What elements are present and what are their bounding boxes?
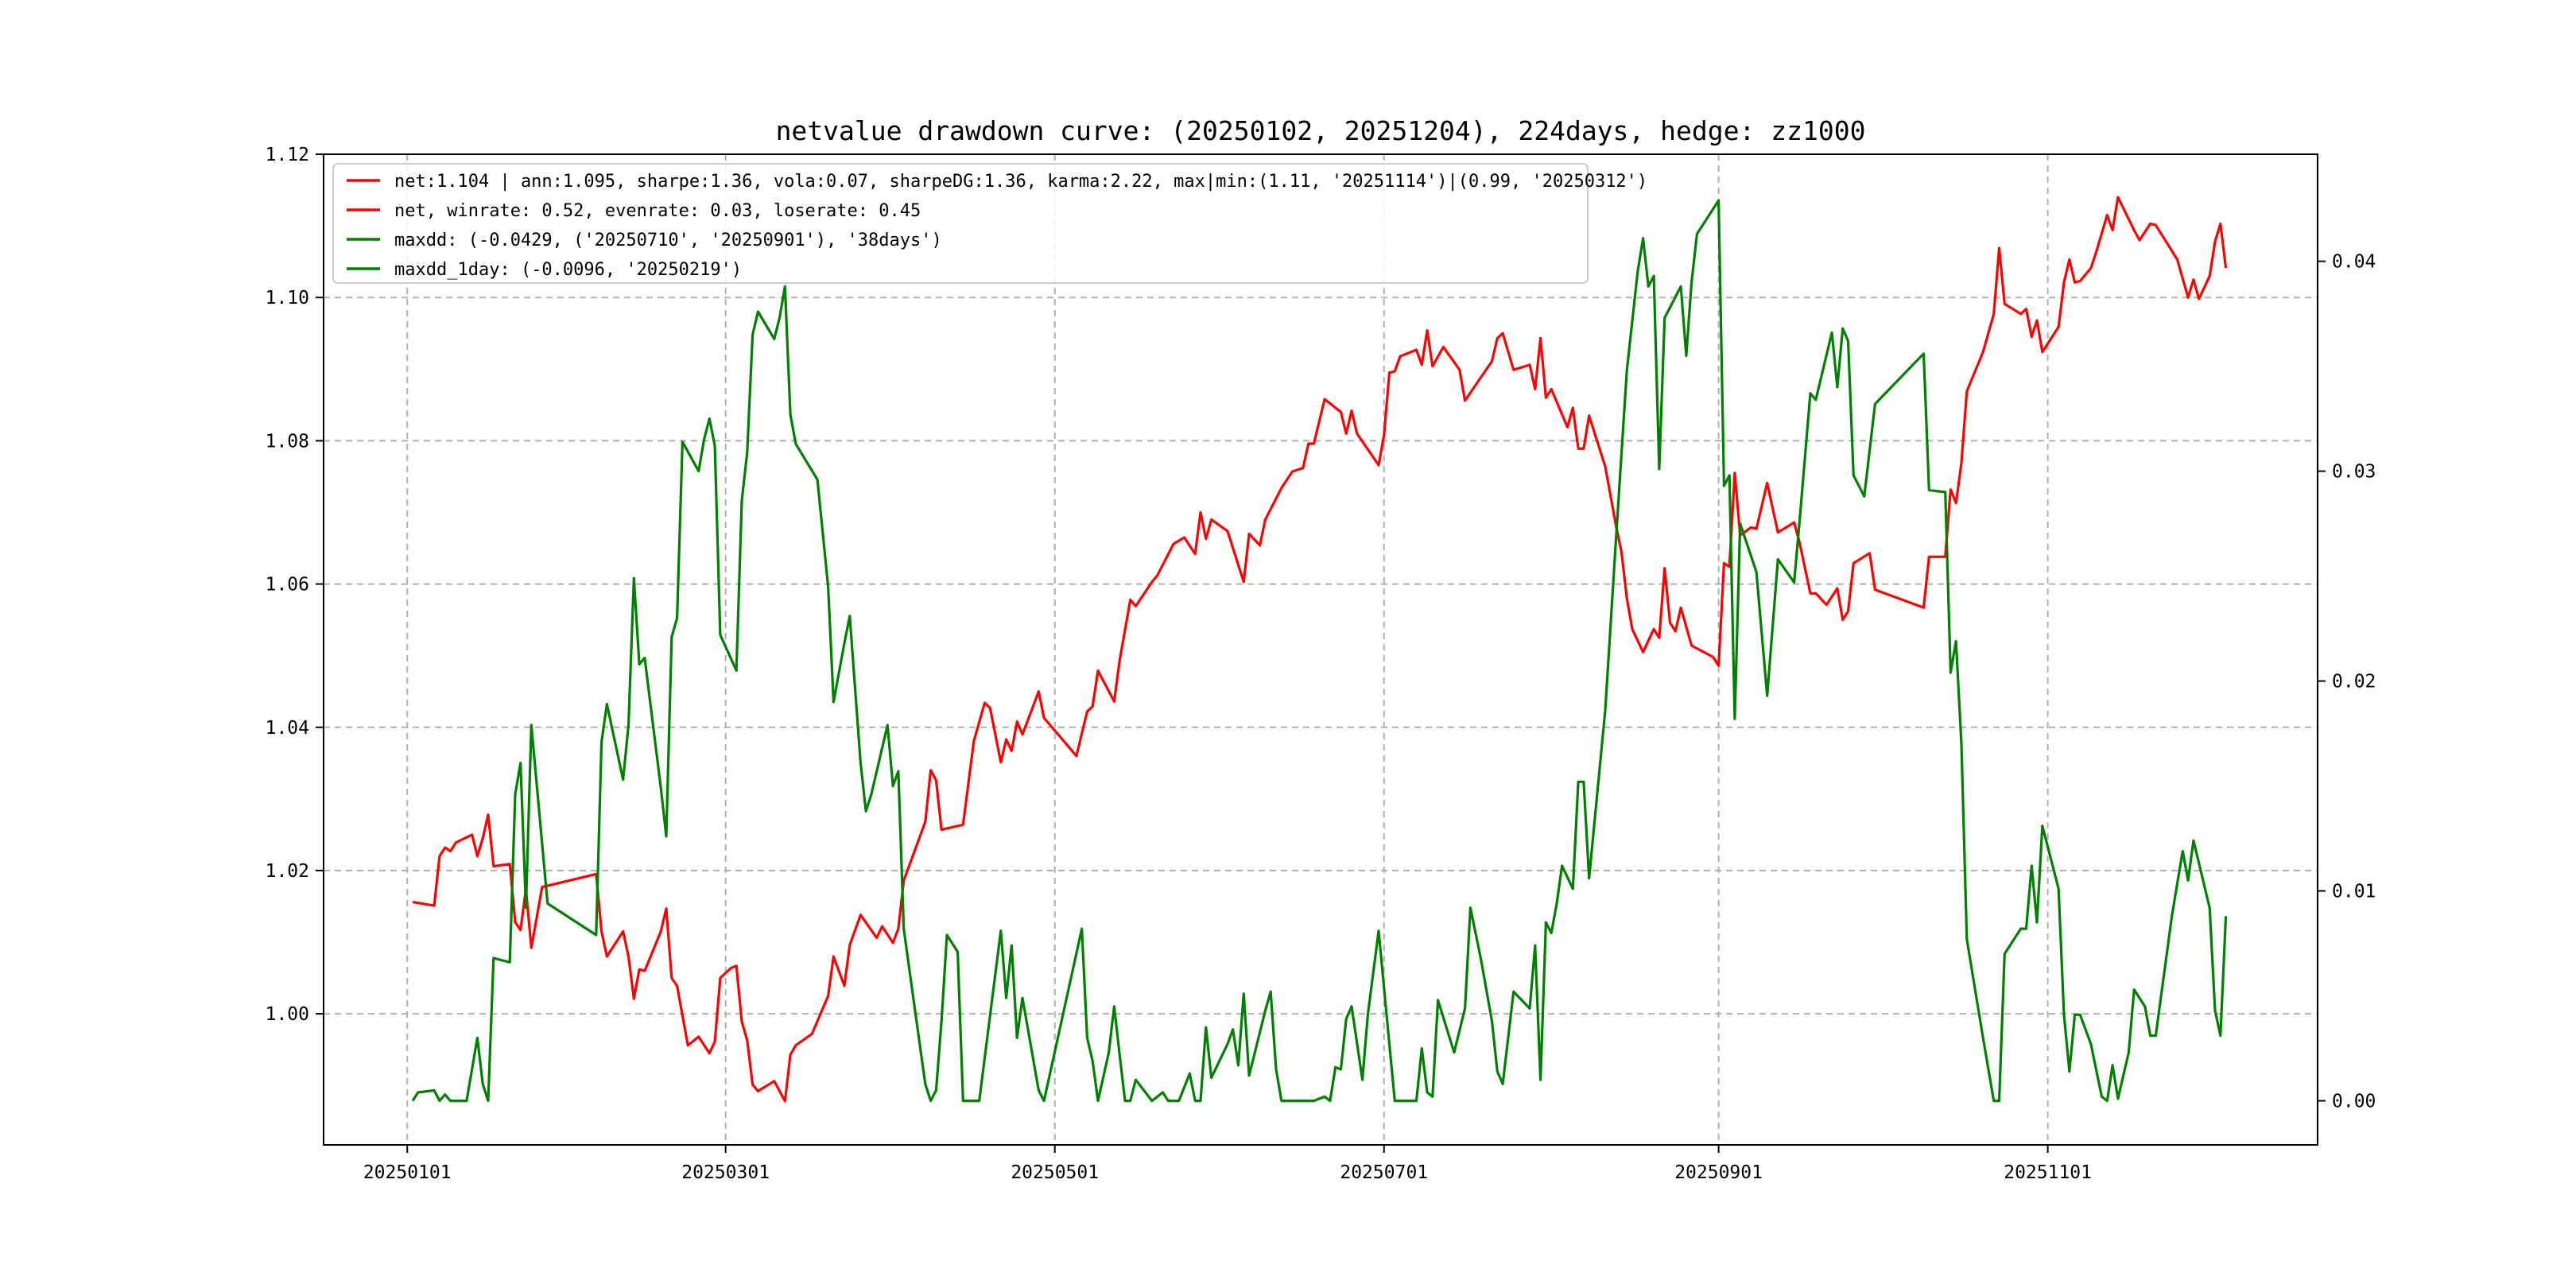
plot-area-frame [323, 153, 2318, 1146]
legend-entry-label: net, winrate: 0.52, evenrate: 0.03, lose… [394, 201, 921, 221]
x-axis: 20250101 20250301 20250501 20250701 20250901… [363, 1145, 2092, 1183]
series-line-maxdd [411, 199, 2228, 1103]
x-tick-label: 20251101 [2004, 1162, 2092, 1183]
legend-entry-label: maxdd_1day: (-0.0096, '20250219') [394, 260, 742, 280]
y-left-tick-label: 1.02 [266, 861, 309, 882]
y-axis-right: 0.00 0.01 0.02 0.03 0.04 [2318, 252, 2376, 1112]
legend: net:1.104 | ann:1.095, sharpe:1.36, vola… [332, 163, 1647, 284]
chart-title: netvalue drawdown curve: (20250102, 2025… [776, 115, 1866, 146]
x-tick-label: 20250901 [1674, 1162, 1763, 1183]
y-left-tick-label: 1.12 [266, 145, 309, 165]
series-lines [411, 196, 2228, 1103]
y-right-tick-label: 0.03 [2332, 462, 2376, 483]
legend-box [332, 163, 1589, 284]
y-right-tick-label: 0.02 [2332, 672, 2376, 692]
y-left-tick-label: 1.10 [266, 288, 309, 308]
x-tick-label: 20250101 [363, 1162, 452, 1183]
y-left-tick-label: 1.08 [266, 431, 309, 452]
y-left-tick-label: 1.04 [266, 718, 309, 739]
y-left-tick-label: 1.06 [266, 575, 309, 596]
x-tick-label: 20250501 [1011, 1162, 1099, 1183]
legend-entry-label: maxdd: (-0.0429, ('20250710', '20250901'… [394, 231, 942, 250]
x-tick-label: 20250301 [681, 1162, 770, 1183]
series-line-net [412, 196, 2228, 1103]
x-tick-label: 20250701 [1340, 1162, 1428, 1183]
y-right-tick-label: 0.04 [2332, 252, 2376, 273]
y-left-tick-label: 1.00 [266, 1004, 309, 1025]
y-right-tick-label: 0.01 [2332, 882, 2376, 902]
y-right-tick-label: 0.00 [2332, 1092, 2376, 1112]
gridlines [324, 153, 2318, 1145]
legend-entry-label: net:1.104 | ann:1.095, sharpe:1.36, vola… [394, 172, 1647, 192]
y-axis-left: 1.00 1.02 1.04 1.06 1.08 1.10 1.12 [266, 145, 324, 1025]
